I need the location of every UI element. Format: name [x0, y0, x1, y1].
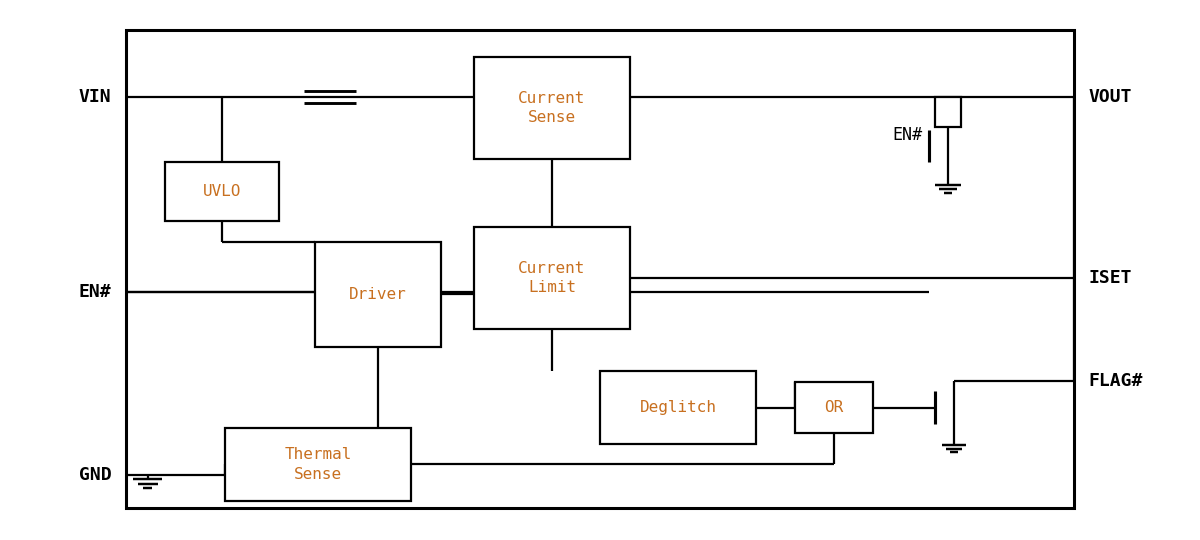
Text: UVLO: UVLO: [203, 184, 241, 199]
Text: Thermal
Sense: Thermal Sense: [284, 447, 352, 482]
Bar: [600, 372, 756, 444]
Text: Driver: Driver: [349, 287, 407, 302]
Text: Current
Sense: Current Sense: [518, 91, 586, 125]
Bar: [796, 382, 874, 433]
Text: OR: OR: [824, 400, 844, 415]
Text: VIN: VIN: [79, 88, 112, 106]
Text: Current
Limit: Current Limit: [518, 261, 586, 295]
Bar: [314, 242, 442, 347]
Bar: [166, 162, 278, 221]
Text: GND: GND: [79, 466, 112, 484]
Bar: [935, 97, 961, 127]
Text: EN#: EN#: [893, 126, 923, 144]
Bar: [474, 57, 630, 159]
Text: FLAG#: FLAG#: [1088, 372, 1142, 390]
Bar: [474, 227, 630, 329]
Text: ISET: ISET: [1088, 269, 1132, 287]
Text: Deglitch: Deglitch: [640, 400, 716, 415]
Text: EN#: EN#: [79, 282, 112, 301]
Bar: [126, 30, 1074, 508]
Bar: [226, 428, 410, 501]
Text: VOUT: VOUT: [1088, 88, 1132, 106]
